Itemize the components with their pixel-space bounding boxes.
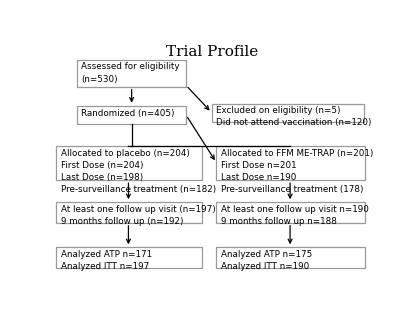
Text: Allocated to FFM ME-TRAP (n=201)
First Dose n=201
Last Dose n=190
Pre-surveillan: Allocated to FFM ME-TRAP (n=201) First D… (221, 149, 373, 194)
FancyBboxPatch shape (216, 146, 366, 180)
Text: Analyzed ATP n=175
Analyzed ITT n=190: Analyzed ATP n=175 Analyzed ITT n=190 (221, 250, 312, 271)
FancyBboxPatch shape (77, 106, 186, 124)
FancyBboxPatch shape (77, 60, 186, 87)
Text: Randomized (n=405): Randomized (n=405) (81, 109, 175, 118)
FancyBboxPatch shape (57, 247, 202, 268)
Text: Trial Profile: Trial Profile (166, 45, 258, 59)
FancyBboxPatch shape (57, 146, 202, 180)
FancyBboxPatch shape (211, 104, 364, 122)
FancyBboxPatch shape (216, 202, 366, 223)
Text: At least one follow up visit n=190
9 months follow up n=188: At least one follow up visit n=190 9 mon… (221, 205, 368, 226)
Text: At least one follow up visit (n=197)
9 months follow up (n=192): At least one follow up visit (n=197) 9 m… (61, 205, 215, 226)
FancyBboxPatch shape (216, 247, 366, 268)
FancyBboxPatch shape (57, 202, 202, 223)
Text: Analyzed ATP n=171
Analyzed ITT n=197: Analyzed ATP n=171 Analyzed ITT n=197 (61, 250, 152, 271)
Text: Excluded on eligibility (n=5)
Did not attend vaccination (n=120): Excluded on eligibility (n=5) Did not at… (216, 106, 371, 127)
Text: Allocated to placebo (n=204)
First Dose (n=204)
Last Dose (n=198)
Pre-surveillan: Allocated to placebo (n=204) First Dose … (61, 149, 216, 194)
Text: Assessed for eligibility
(n=530): Assessed for eligibility (n=530) (81, 63, 180, 84)
